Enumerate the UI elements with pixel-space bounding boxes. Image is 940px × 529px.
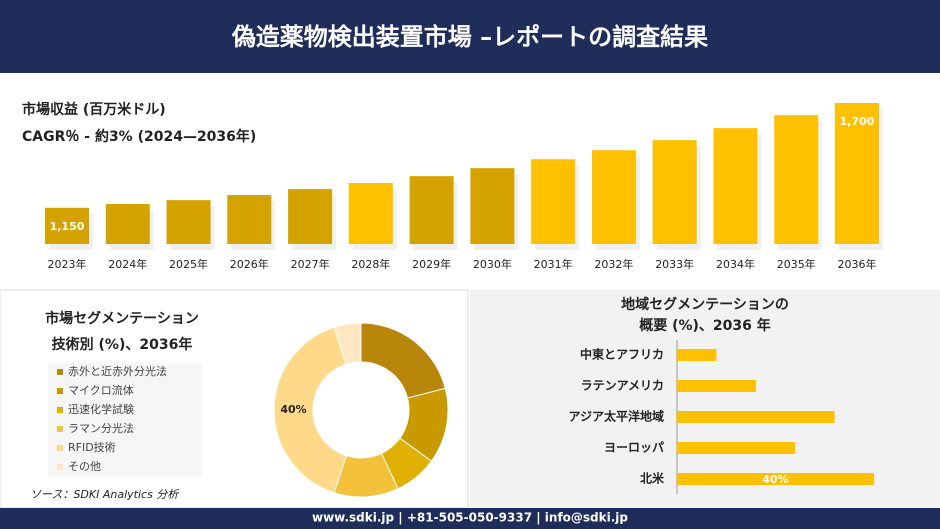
bar [677,411,835,423]
legend-label: マイクロ流体 [68,383,134,397]
bar [348,183,393,244]
category-label: 北米 [640,471,665,486]
legend-swatch [57,426,63,432]
bar [774,115,819,244]
x-tick-label: 2034年 [716,257,755,271]
x-tick-label: 2025年 [169,257,208,271]
x-tick-label: 2027年 [291,257,330,271]
legend-box [48,363,202,477]
legend-label: 迅速化学試験 [68,402,134,416]
footer: www.sdki.jp | +81-505-050-9337 | info@sd… [312,511,628,525]
footer-band [0,508,940,529]
legend-swatch [57,445,63,451]
category-label: ヨーロッパ [604,441,664,455]
bar [677,473,874,485]
legend-swatch [57,464,63,470]
value-label: 1,700 [840,115,875,128]
bar [677,349,717,361]
x-tick-label: 2029年 [412,257,451,271]
legend-label: ラマン分光法 [68,421,134,435]
region-panel [470,290,940,508]
x-tick-label: 2031年 [534,257,573,271]
x-tick-label: 2032年 [594,257,633,271]
category-label: 中東とアフリカ [580,347,664,362]
source: ソース：SDKI Analytics 分析 [30,488,180,501]
legend-swatch [57,407,63,413]
page-title: 偽造薬物検出装置市場 –レポートの調査結果 [231,23,708,51]
chart-title: 市場収益 (百万米ドル) [22,101,166,118]
x-tick-label: 2030年 [473,257,512,271]
category-label: アジア太平洋地域 [568,409,664,424]
slice [333,322,362,365]
chart-subtitle: 技術別 (%)、2036年 [52,336,193,353]
bar [677,380,756,392]
x-tick-label: 2024年 [108,257,147,271]
category-label: ラテンアメリカ [581,379,664,393]
bar [677,442,796,454]
chart-title: 地域セグメンテーションの [621,296,789,313]
x-tick-label: 2035年 [777,257,816,271]
legend-label: 赤外と近赤外分光法 [68,364,167,378]
bar [652,140,697,244]
bar [105,203,150,244]
x-tick-label: 2033年 [655,257,694,271]
x-tick-label: 2028年 [351,257,390,271]
value-label: 40% [762,473,788,486]
value-label: 40% [280,403,306,416]
chart-subtitle: CAGR％ - 約3% (2024—2036年) [22,128,256,145]
x-tick-label: 2023年 [48,257,87,271]
bar [227,195,272,244]
bar [713,128,758,244]
legend-label: その他 [68,460,101,473]
legend-label: RFID技術 [68,441,116,454]
chart-title: 市場セグメンテーション [45,310,199,327]
bar [470,168,515,244]
legend-swatch [57,388,63,394]
value-label: 1,150 [50,220,85,233]
slice [273,326,347,494]
x-tick-label: 2026年 [230,257,269,271]
header-band [0,0,940,73]
bar [591,150,636,244]
bar [166,200,211,244]
x-tick-label: 2036年 [838,257,877,271]
chart-subtitle: 概要 (%)、2036 年 [639,317,771,334]
bar [409,176,454,244]
bar [531,159,576,244]
bar [45,207,89,244]
bar [288,189,333,244]
bar [835,103,880,244]
legend-swatch [57,369,63,375]
